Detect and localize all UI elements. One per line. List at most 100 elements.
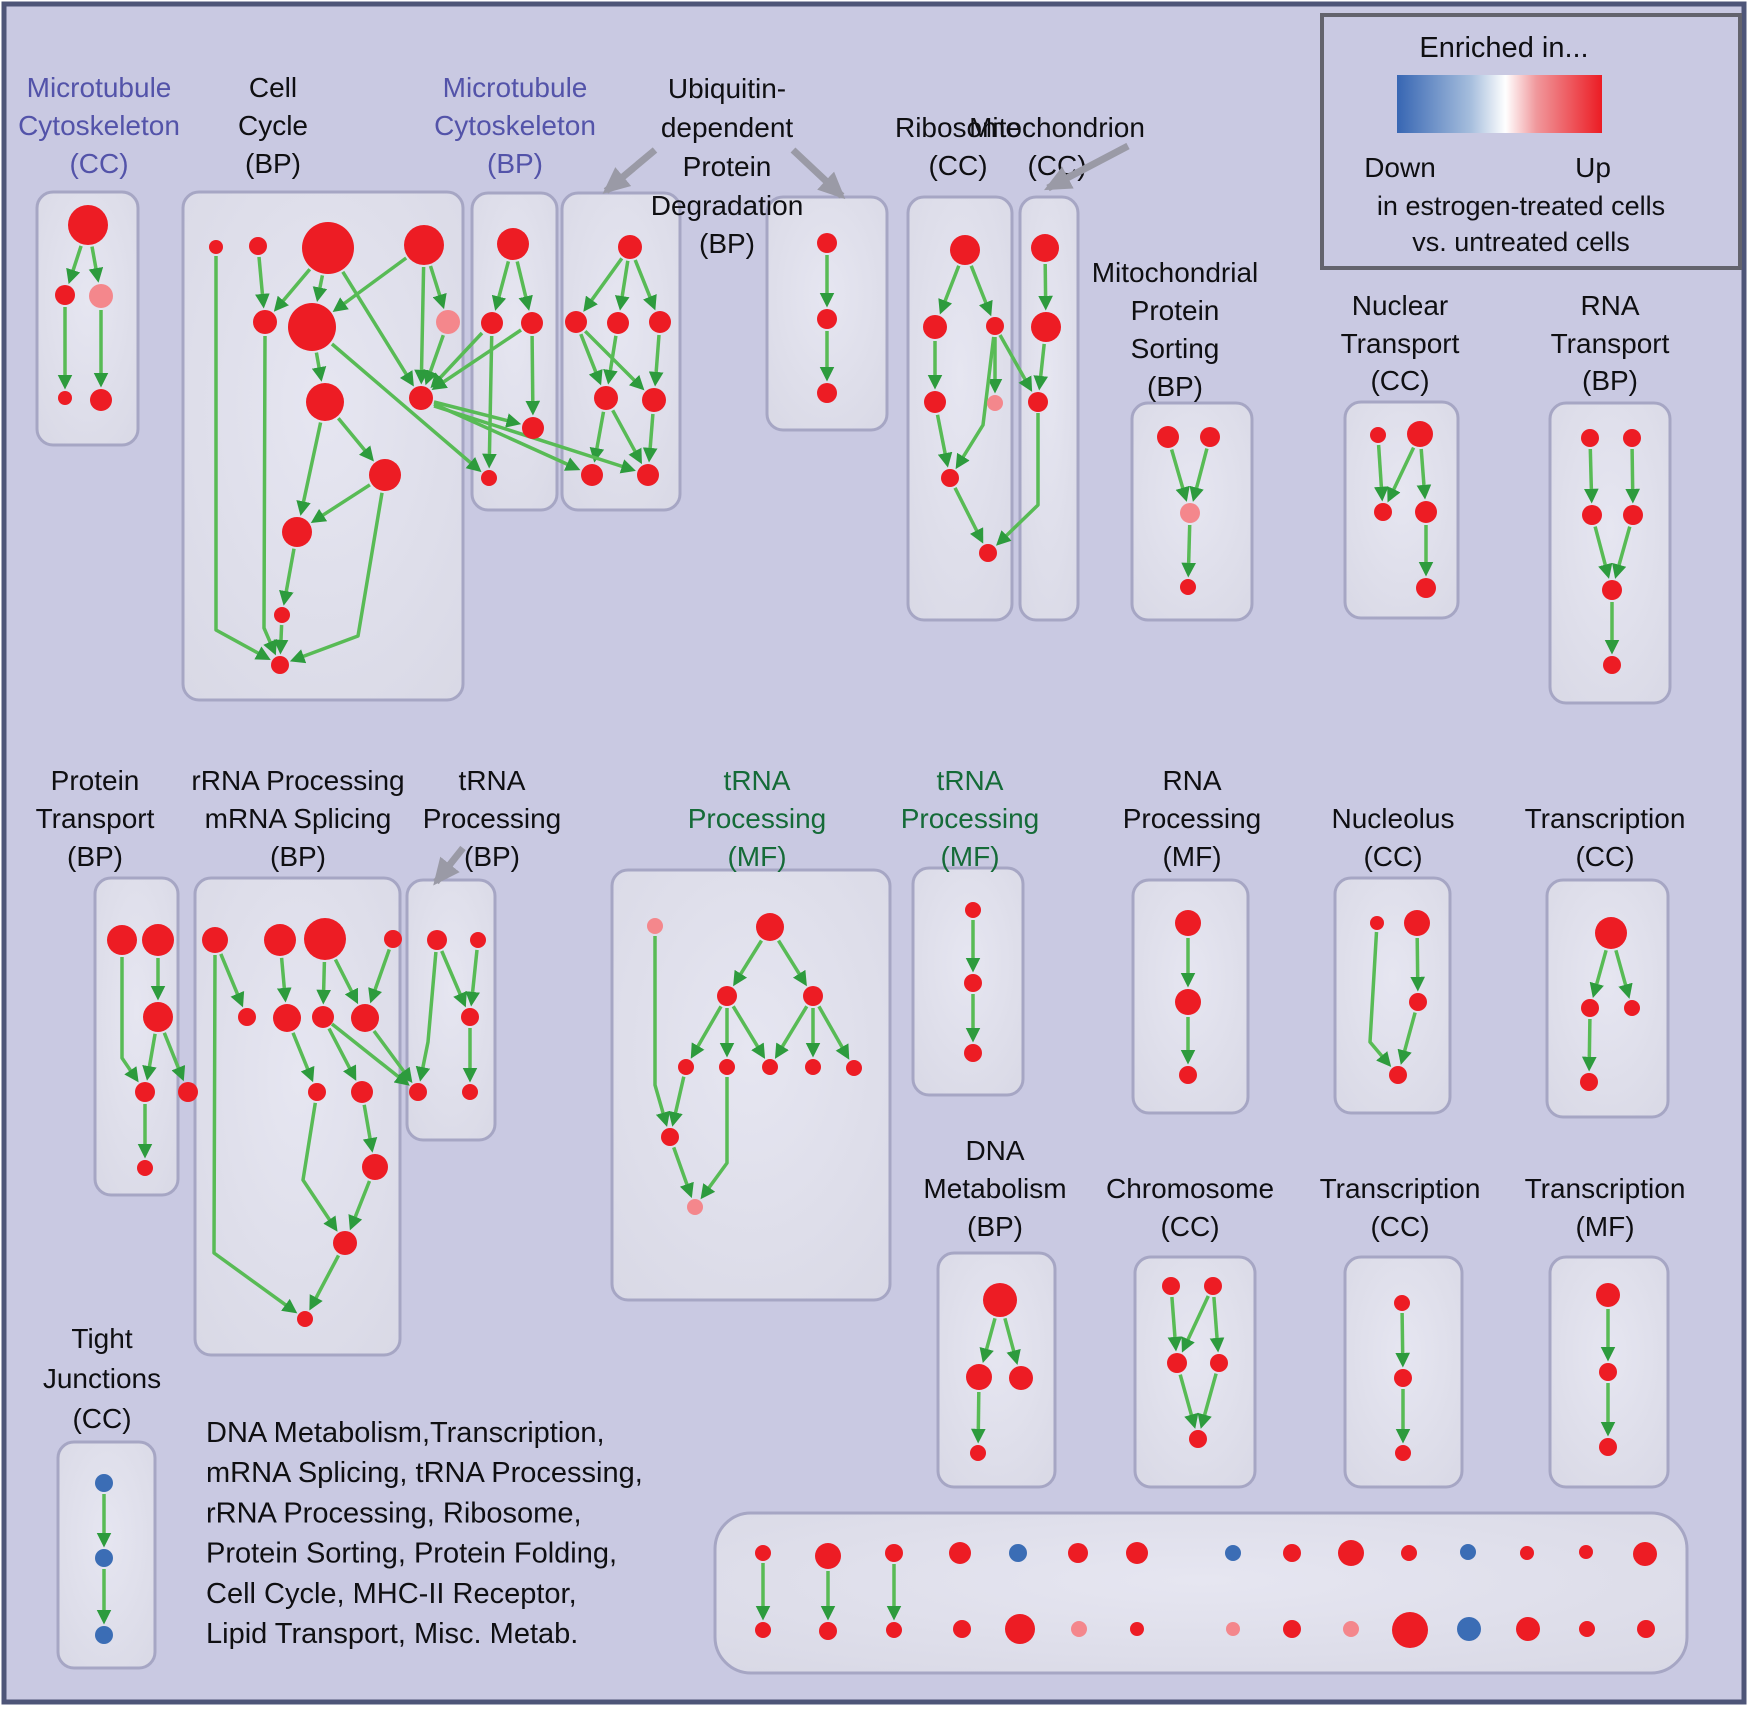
cluster-label-trna-processing-mf-large-line2: (MF) <box>727 841 786 872</box>
node-shared-terms-6 <box>1126 1542 1148 1564</box>
node-rrna-processing-mrna-splicing-bp-6 <box>312 1006 334 1028</box>
cluster-label-mitochondrial-protein-sorting-bp-line3: (BP) <box>1147 371 1203 402</box>
node-nucleolus-cc-1 <box>1404 910 1430 936</box>
node-cell-cycle-bp-8 <box>409 386 433 410</box>
standalone-label-0-line1: dependent <box>661 112 794 143</box>
edge-mitochondrial-protein-sorting-bp <box>1189 448 1209 502</box>
node-shared-terms-9 <box>1338 1540 1364 1566</box>
edge-rrna-processing-mrna-splicing-bp <box>333 958 359 1005</box>
edge-trna-processing-mf-large <box>672 1146 694 1199</box>
edge-transcription-cc-upper <box>1614 949 1633 999</box>
edge-rrna-processing-mrna-splicing-bp <box>309 1254 341 1311</box>
node-trna-processing-mf-large-4 <box>678 1059 694 1075</box>
node-chromosome-cc-3 <box>1210 1354 1228 1372</box>
node-ubiquitin-degradation-left-3 <box>649 311 671 333</box>
node-microtubule-cytoskeleton-cc-2 <box>89 284 113 308</box>
node-cell-cycle-bp-11 <box>274 607 290 623</box>
node-ribosome-cc-5 <box>941 469 959 487</box>
cluster-label-ribosome-cc-line1: (CC) <box>928 150 987 181</box>
node-mitochondrial-protein-sorting-bp-3 <box>1180 579 1196 595</box>
node-ubiquitin-degradation-left-1 <box>565 311 587 333</box>
edge-protein-transport-bp <box>142 1033 157 1081</box>
node-rrna-processing-mrna-splicing-bp-4 <box>238 1008 256 1026</box>
node-transcription-cc-lower-1 <box>1394 1369 1412 1387</box>
node-ribosome-cc-6 <box>979 544 997 562</box>
edge-ribosome-cc <box>969 265 993 317</box>
cluster-label-rna-processing-mf-line1: Processing <box>1123 803 1262 834</box>
edge-trna-processing-bp <box>465 949 480 1007</box>
node-rna-processing-mf-0 <box>1175 910 1201 936</box>
node-chromosome-cc-0 <box>1162 1277 1180 1295</box>
edge-rrna-processing-mrna-splicing-bp <box>316 961 332 1005</box>
cluster-label-protein-transport-bp-line0: Protein <box>51 765 140 796</box>
annotation-pointer-arrow <box>790 147 846 200</box>
edge-microtubule-cytoskeleton-cc <box>88 246 104 283</box>
edge-trna-processing-mf-large <box>777 939 807 987</box>
node-transcription-cc-upper-1 <box>1581 999 1599 1017</box>
edge-rrna-processing-mrna-splicing-bp <box>327 1027 357 1081</box>
node-shared-terms-16 <box>819 1622 837 1640</box>
cross-edge <box>998 334 1033 392</box>
cluster-label-chromosome-cc-line1: (CC) <box>1160 1211 1219 1242</box>
node-chromosome-cc-1 <box>1204 1277 1222 1295</box>
node-shared-terms-29 <box>1637 1620 1655 1638</box>
cluster-label-chromosome-cc-line0: Chromosome <box>1106 1173 1274 1204</box>
node-ubiquitin-degradation-left-6 <box>581 464 603 486</box>
node-rna-transport-bp-3 <box>1623 505 1643 525</box>
node-microtubule-cytoskeleton-cc-3 <box>58 391 72 405</box>
node-microtubule-cytoskeleton-cc-1 <box>55 285 75 305</box>
cluster-label-trna-processing-mf-large-line0: tRNA <box>724 765 791 796</box>
edge-cell-cycle-bp <box>312 275 328 303</box>
legend-down-label: Down <box>1364 152 1436 183</box>
edge-cell-cycle-bp <box>273 624 289 655</box>
node-dna-metabolism-bp-0 <box>983 1283 1017 1317</box>
node-tight-junctions-cc-2 <box>95 1626 113 1644</box>
edge-dna-metabolism-bp <box>970 1391 986 1444</box>
node-nuclear-transport-cc-4 <box>1416 578 1436 598</box>
edge-trna-processing-mf-large <box>690 1005 723 1059</box>
cluster-label-trna-processing-mf-small-line1: Processing <box>901 803 1040 834</box>
edge-trna-processing-mf-large <box>817 1005 850 1060</box>
cluster-label-trna-processing-bp-line0: tRNA <box>459 765 526 796</box>
edge-cell-cycle-bp <box>289 492 384 664</box>
edge-trna-processing-mf-large <box>731 1005 766 1059</box>
node-mitochondrion-cc-1 <box>1031 312 1061 342</box>
footer-terms-line3: Protein Sorting, Protein Folding, <box>206 1538 617 1570</box>
cluster-label-ribosome-cc-line0: Ribosome <box>895 112 1021 143</box>
cluster-label-microtubule-cytoskeleton-bp-line2: (BP) <box>487 148 543 179</box>
node-ribosome-cc-1 <box>923 315 947 339</box>
node-trna-processing-bp-1 <box>470 932 486 948</box>
annotation-pointer-arrow <box>1044 142 1130 192</box>
edge-ribosome-cc <box>955 336 996 470</box>
cluster-label-rna-processing-mf-line0: RNA <box>1162 765 1221 796</box>
cluster-label-microtubule-cytoskeleton-cc-line2: (CC) <box>69 148 128 179</box>
node-transcription-mf-1 <box>1599 1363 1617 1381</box>
node-rna-transport-bp-5 <box>1603 656 1621 674</box>
edge-mitochondrial-protein-sorting-bp <box>1169 449 1190 502</box>
cluster-box-rrna-processing-mrna-splicing-bp <box>193 876 402 1357</box>
node-shared-terms-2 <box>885 1544 903 1562</box>
edge-cell-cycle-bp <box>214 256 271 661</box>
cluster-label-tight-junctions-cc-line2: (CC) <box>72 1403 131 1434</box>
cluster-label-rrna-processing-mrna-splicing-bp-line1: mRNA Splicing <box>205 803 392 834</box>
node-rrna-processing-mrna-splicing-bp-3 <box>384 930 402 948</box>
nodes-layer <box>55 205 1657 1648</box>
node-trna-processing-mf-small-1 <box>964 974 982 992</box>
edge-cell-cycle-bp <box>273 268 312 312</box>
cluster-box-shared-terms <box>713 1511 1689 1675</box>
edge-rna-transport-bp <box>1612 526 1632 579</box>
node-ubiquitin-degradation-left-2 <box>607 312 629 334</box>
edge-ubiquitin-degradation-left <box>579 333 603 386</box>
node-nuclear-transport-cc-3 <box>1415 501 1437 523</box>
node-trna-processing-mf-large-2 <box>717 986 737 1006</box>
node-ubiquitin-degradation-right-1 <box>817 309 837 329</box>
node-ubiquitin-degradation-left-0 <box>618 235 642 259</box>
node-rrna-processing-mrna-splicing-bp-8 <box>308 1083 326 1101</box>
node-rrna-processing-mrna-splicing-bp-2 <box>304 918 346 960</box>
node-dna-metabolism-bp-3 <box>970 1445 986 1461</box>
cluster-label-cell-cycle-bp-line0: Cell <box>249 72 297 103</box>
cross-edge <box>330 342 482 473</box>
cluster-label-dna-metabolism-bp-line2: (BP) <box>967 1211 1023 1242</box>
edge-ubiquitin-degradation-left <box>642 413 658 463</box>
edge-trna-processing-mf-large <box>653 936 671 1127</box>
